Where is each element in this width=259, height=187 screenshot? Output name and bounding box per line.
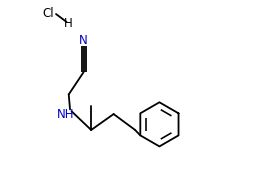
- Text: Cl: Cl: [42, 7, 54, 20]
- Text: NH: NH: [57, 108, 75, 121]
- Text: H: H: [64, 17, 73, 30]
- Text: N: N: [79, 34, 88, 47]
